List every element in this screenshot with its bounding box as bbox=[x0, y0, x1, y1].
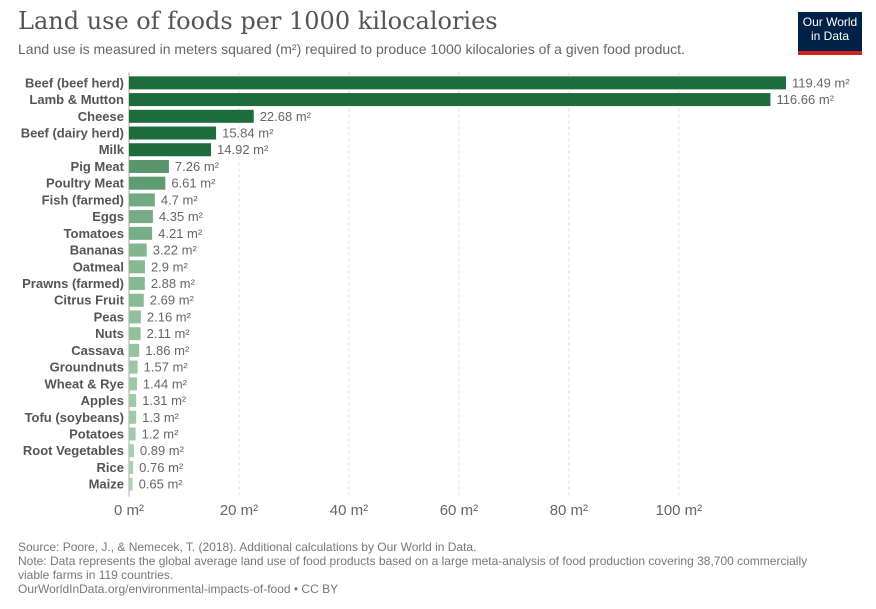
x-tick-label: 20 m² bbox=[220, 502, 258, 519]
chart-title: Land use of foods per 1000 kilocalories bbox=[18, 7, 498, 35]
source-note: Source: Poore, J., & Nemecek, T. (2018).… bbox=[18, 540, 477, 554]
value-label: 119.49 m² bbox=[792, 75, 850, 90]
category-label: Wheat & Rye bbox=[45, 376, 124, 391]
value-label: 4.21 m² bbox=[158, 226, 203, 241]
category-label: Maize bbox=[89, 477, 124, 492]
value-label: 2.16 m² bbox=[147, 309, 192, 324]
bar bbox=[129, 93, 771, 107]
value-label: 0.65 m² bbox=[139, 477, 184, 492]
category-label: Fish (farmed) bbox=[42, 192, 124, 207]
value-label: 2.9 m² bbox=[151, 259, 189, 274]
bar bbox=[129, 293, 144, 307]
value-label: 4.35 m² bbox=[159, 209, 204, 224]
value-label: 1.86 m² bbox=[145, 343, 190, 358]
category-label: Poultry Meat bbox=[46, 176, 125, 191]
bar bbox=[129, 260, 145, 274]
value-label: 14.92 m² bbox=[217, 142, 269, 157]
bar bbox=[129, 460, 134, 474]
category-label: Citrus Fruit bbox=[54, 293, 125, 308]
value-label: 2.69 m² bbox=[150, 293, 195, 308]
data-note: Note: Data represents the global average… bbox=[18, 554, 808, 582]
value-label: 2.88 m² bbox=[151, 276, 196, 291]
bar bbox=[129, 394, 137, 408]
value-label: 0.89 m² bbox=[140, 443, 185, 458]
bar bbox=[129, 427, 136, 441]
bar bbox=[129, 377, 137, 391]
owid-logo[interactable]: Our World in Data bbox=[798, 12, 862, 55]
x-tick-label: 100 m² bbox=[655, 502, 702, 519]
bar bbox=[129, 277, 145, 290]
category-label: Tomatoes bbox=[64, 226, 124, 241]
x-tick-label: 40 m² bbox=[330, 502, 368, 519]
value-label: 0.76 m² bbox=[139, 460, 184, 475]
bar-chart: 0 m² 20 m² 40 m² 60 m² 80 m² 100 m² Beef (beef… bbox=[21, 72, 850, 519]
category-label: Oatmeal bbox=[73, 259, 124, 274]
value-label: 4.7 m² bbox=[161, 192, 199, 207]
category-label: Rice bbox=[97, 460, 124, 475]
bar bbox=[129, 360, 138, 374]
logo-line-2: in Data bbox=[810, 29, 850, 43]
logo-line-1: Our World bbox=[802, 15, 858, 29]
category-label: Bananas bbox=[70, 243, 124, 258]
bar bbox=[129, 143, 212, 157]
value-label: 6.61 m² bbox=[171, 176, 216, 191]
value-label: 7.26 m² bbox=[175, 159, 220, 174]
chart-footer: Source: Poore, J., & Nemecek, T. (2018).… bbox=[18, 540, 838, 596]
bar bbox=[129, 76, 786, 90]
category-label: Prawns (farmed) bbox=[22, 276, 124, 291]
value-label: 1.44 m² bbox=[143, 376, 188, 391]
value-label: 3.22 m² bbox=[153, 243, 198, 258]
category-label: Groundnuts bbox=[50, 360, 124, 375]
bar bbox=[129, 410, 137, 424]
category-label: Milk bbox=[99, 142, 125, 157]
source-link[interactable]: OurWorldInData.org/environmental-impacts… bbox=[18, 582, 339, 596]
value-label: 1.31 m² bbox=[142, 393, 187, 408]
bar bbox=[129, 477, 133, 491]
category-label: Cassava bbox=[71, 343, 125, 358]
category-label: Tofu (soybeans) bbox=[25, 410, 124, 425]
value-label: 15.84 m² bbox=[222, 126, 274, 141]
bar bbox=[129, 343, 140, 357]
value-label: 22.68 m² bbox=[260, 109, 312, 124]
category-label: Root Vegetables bbox=[23, 443, 124, 458]
x-tick-label: 0 m² bbox=[114, 502, 144, 519]
category-label: Nuts bbox=[95, 326, 124, 341]
category-label: Beef (beef herd) bbox=[25, 75, 124, 90]
category-label: Pig Meat bbox=[71, 159, 125, 174]
chart-subtitle: Land use is measured in meters squared (… bbox=[18, 41, 685, 57]
value-label: 2.11 m² bbox=[147, 326, 191, 341]
bar bbox=[129, 327, 141, 341]
value-label: 1.2 m² bbox=[142, 426, 180, 441]
bar bbox=[129, 109, 254, 123]
bar bbox=[129, 310, 141, 324]
category-label: Peas bbox=[94, 309, 124, 324]
bar bbox=[129, 444, 134, 458]
bar bbox=[129, 176, 166, 190]
x-tick-label: 60 m² bbox=[440, 502, 478, 519]
bar bbox=[129, 210, 153, 224]
category-label: Potatoes bbox=[69, 426, 124, 441]
bar bbox=[129, 126, 217, 140]
value-label: 1.57 m² bbox=[144, 360, 189, 375]
bar bbox=[129, 226, 153, 240]
category-label: Beef (dairy herd) bbox=[21, 126, 124, 141]
category-label: Lamb & Mutton bbox=[29, 92, 124, 107]
value-label: 116.66 m² bbox=[776, 92, 834, 107]
bar bbox=[129, 193, 155, 207]
x-tick-label: 80 m² bbox=[550, 502, 588, 519]
bar bbox=[129, 243, 147, 257]
value-label: 1.3 m² bbox=[142, 410, 180, 425]
category-label: Eggs bbox=[92, 209, 124, 224]
bar bbox=[129, 159, 169, 173]
category-label: Cheese bbox=[78, 109, 124, 124]
category-label: Apples bbox=[81, 393, 124, 408]
